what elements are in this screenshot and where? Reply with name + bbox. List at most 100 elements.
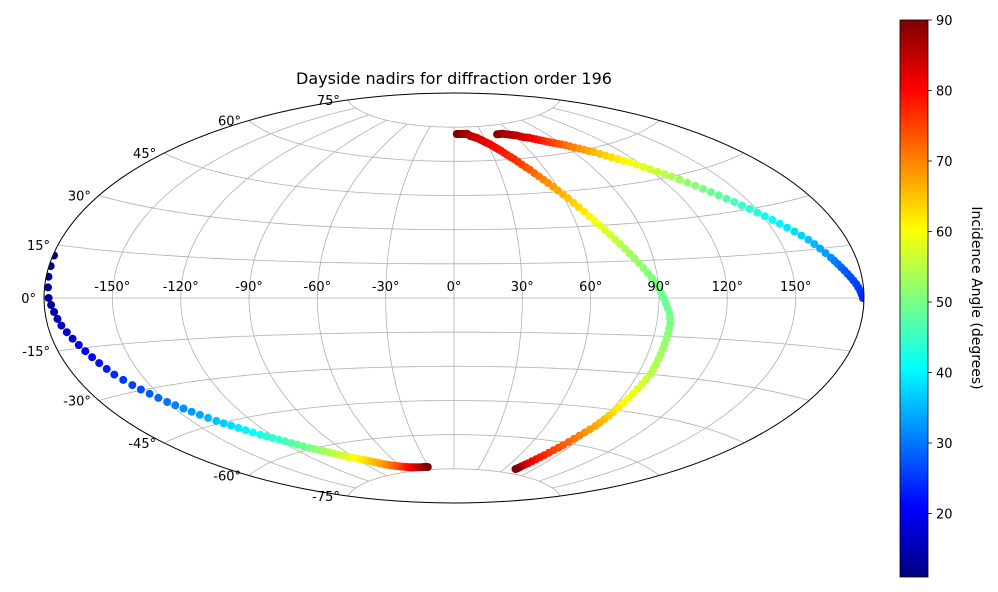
data-point xyxy=(691,181,700,190)
data-point xyxy=(219,419,228,428)
data-point xyxy=(745,205,754,213)
data-point xyxy=(62,328,71,337)
data-point xyxy=(590,216,599,225)
data-point xyxy=(44,294,53,302)
lon-tick-label: 120° xyxy=(712,280,743,295)
colorbar-tick-label: 80 xyxy=(936,85,953,100)
lon-tick-label: -30° xyxy=(372,280,400,295)
parallel-line xyxy=(98,365,810,401)
data-point xyxy=(625,158,634,167)
data-point xyxy=(619,156,628,165)
data-point xyxy=(601,226,610,235)
latitude-tick-labels: 75° 60° 45° 30° 15° 0° -15° -30° -45° -60° -75° xyxy=(21,94,340,505)
lon-tick-label: 60° xyxy=(579,280,602,295)
data-point xyxy=(797,231,806,240)
lon-tick-label: -150° xyxy=(94,280,130,295)
data-point xyxy=(804,235,813,244)
data-point xyxy=(171,401,180,410)
data-point xyxy=(810,240,819,249)
data-points xyxy=(44,129,864,474)
data-point xyxy=(268,434,277,443)
data-point xyxy=(821,249,830,258)
data-point xyxy=(287,439,296,447)
colorbar-tick-label: 30 xyxy=(936,437,953,452)
map-boundary xyxy=(43,92,865,504)
data-point xyxy=(53,314,62,323)
parallel-line xyxy=(248,120,660,162)
lat-tick-label: 0° xyxy=(21,292,36,307)
colorbar-tick-label: 70 xyxy=(936,155,953,170)
data-point xyxy=(44,283,52,292)
data-point xyxy=(136,385,145,394)
colorbar-tick-label: 40 xyxy=(936,367,953,382)
data-point xyxy=(88,353,97,362)
parallel-line xyxy=(57,244,851,265)
data-point xyxy=(423,463,432,471)
colorbar-tick-label: 20 xyxy=(936,508,953,523)
data-point xyxy=(256,430,265,439)
data-point xyxy=(632,160,641,169)
colorbar-label: Incidence Angle (degrees) xyxy=(968,206,984,389)
lat-tick-label: 45° xyxy=(133,147,156,162)
data-point xyxy=(95,359,104,368)
data-point xyxy=(47,301,56,309)
data-point xyxy=(128,381,137,390)
data-point xyxy=(145,389,154,398)
data-point xyxy=(714,191,723,200)
lon-tick-label: 90° xyxy=(647,280,670,295)
data-point xyxy=(248,428,257,437)
data-point xyxy=(274,435,283,444)
data-point xyxy=(660,170,669,179)
colorbar-tick-label: 60 xyxy=(936,226,953,241)
data-point xyxy=(195,410,204,419)
data-point xyxy=(775,219,784,228)
data-point xyxy=(50,308,59,316)
data-point xyxy=(57,321,66,330)
data-point xyxy=(753,208,762,217)
data-point xyxy=(585,212,594,221)
data-point xyxy=(187,407,196,416)
lon-tick-label: -90° xyxy=(235,280,263,295)
data-point xyxy=(81,347,90,356)
data-point xyxy=(241,426,250,435)
data-point xyxy=(646,165,655,174)
parallel-line xyxy=(163,152,745,196)
data-point xyxy=(74,341,83,349)
data-point xyxy=(783,223,792,232)
data-point xyxy=(595,221,604,230)
data-point xyxy=(790,227,799,236)
lat-tick-label: -75° xyxy=(312,490,340,505)
lat-tick-label: 30° xyxy=(68,190,91,205)
data-point xyxy=(102,364,111,373)
colorbar-tick-label: 50 xyxy=(936,296,953,311)
lat-tick-label: 15° xyxy=(27,239,50,254)
lat-tick-label: -30° xyxy=(63,395,91,410)
data-point xyxy=(667,172,676,181)
data-point xyxy=(699,184,708,193)
data-point xyxy=(580,207,589,216)
data-point xyxy=(234,423,243,432)
parallel-line xyxy=(57,331,851,352)
data-point xyxy=(706,188,715,197)
parallel-line xyxy=(347,99,561,128)
data-point xyxy=(293,440,302,449)
data-point xyxy=(119,375,128,384)
parallel-line xyxy=(347,468,561,497)
lat-tick-label: -45° xyxy=(128,437,156,452)
parallel-line xyxy=(98,195,810,231)
data-point xyxy=(858,294,864,302)
data-point xyxy=(299,442,308,451)
graticule-grid xyxy=(44,99,864,497)
data-point xyxy=(163,398,172,406)
data-point xyxy=(722,194,731,203)
data-point xyxy=(574,203,583,212)
data-point xyxy=(262,432,271,441)
colorbar xyxy=(899,19,929,578)
data-point xyxy=(730,198,739,206)
data-point xyxy=(281,437,290,446)
lon-tick-label: -120° xyxy=(163,280,199,295)
data-point xyxy=(639,163,648,171)
data-point xyxy=(606,230,615,239)
data-point xyxy=(738,201,746,210)
